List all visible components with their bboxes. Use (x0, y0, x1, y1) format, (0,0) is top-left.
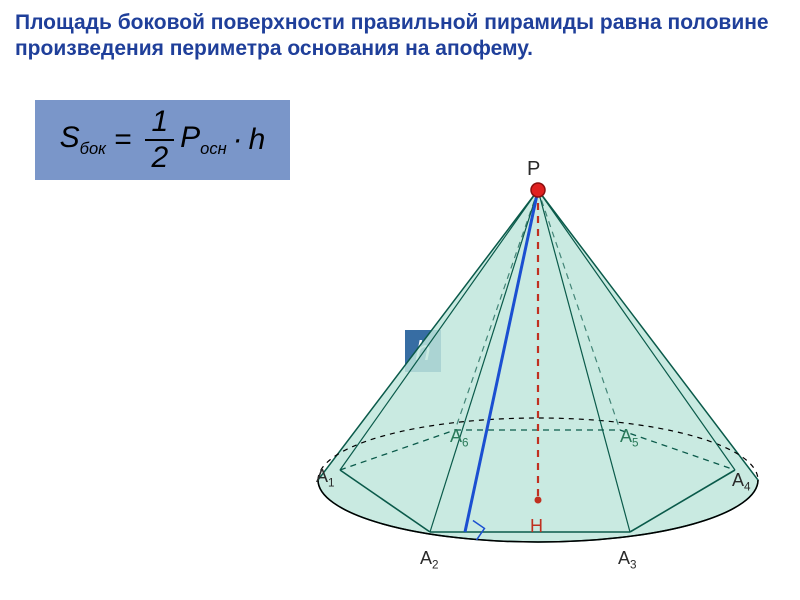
formula-eq: = (114, 123, 132, 157)
pyramid-diagram (260, 170, 780, 590)
label-A3: A3 (618, 548, 637, 572)
label-P: P (527, 158, 540, 181)
formula-S-sub: бок (80, 140, 106, 158)
label-A2-sub: 2 (432, 559, 439, 572)
theorem-title: Площадь боковой поверхности правильной п… (15, 10, 785, 63)
formula-frac-num: 1 (145, 105, 174, 141)
formula-P: Pосн (180, 121, 227, 159)
label-A1: A1 (316, 466, 335, 490)
label-H: Н (530, 516, 543, 537)
label-A2-text: A (420, 548, 432, 568)
label-A3-text: A (618, 548, 630, 568)
formula-P-letter: P (180, 121, 200, 154)
label-A1-text: A (316, 466, 328, 486)
formula-fraction: 1 2 (145, 105, 174, 175)
label-A6-sub: 6 (462, 437, 469, 450)
label-A2: A2 (420, 548, 439, 572)
formula-S-letter: S (60, 121, 80, 154)
label-A6: A6 (450, 426, 469, 450)
label-A5-text: A (620, 426, 632, 446)
label-P-text: P (527, 158, 540, 180)
label-A1-sub: 1 (328, 477, 335, 490)
formula-P-sub: осн (200, 140, 227, 158)
label-A4-sub: 4 (744, 481, 751, 494)
formula-frac-den: 2 (145, 141, 174, 175)
formula-dot: · (233, 123, 243, 157)
label-A6-text: A (450, 426, 462, 446)
label-A5: A5 (620, 426, 639, 450)
formula-S: Sбок (60, 121, 106, 159)
label-A4-text: A (732, 470, 744, 490)
formula-box: Sбок = 1 2 Pосн · h (35, 100, 290, 180)
label-A5-sub: 5 (632, 437, 639, 450)
label-H-text: Н (530, 516, 543, 536)
label-A3-sub: 3 (630, 559, 637, 572)
label-A4: A4 (732, 470, 751, 494)
formula-h: h (249, 123, 266, 157)
